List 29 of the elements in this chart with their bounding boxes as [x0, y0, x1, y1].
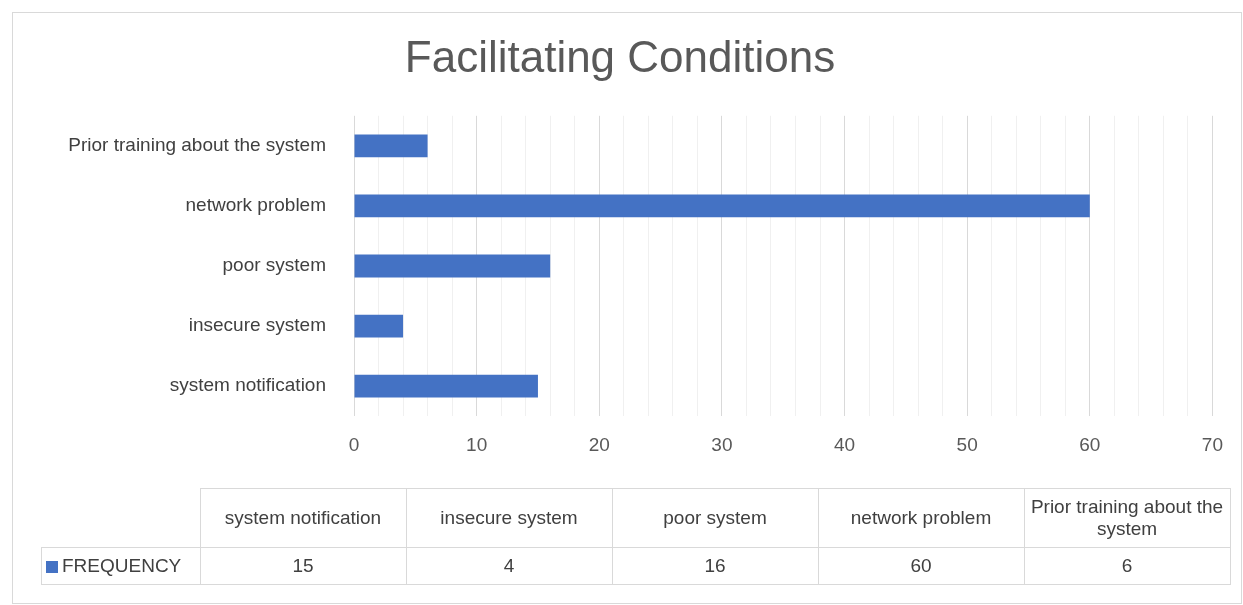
- category-label: Prior training about the system: [1024, 488, 1230, 548]
- x-tick-label: 10: [466, 433, 488, 455]
- x-tick-label: 30: [711, 433, 733, 455]
- legend-label: FREQUENCY: [41, 547, 200, 585]
- bar: [354, 134, 428, 158]
- data-label: 60: [818, 547, 1024, 585]
- y-tick-label: insecure system: [188, 314, 326, 336]
- x-tick-label: 60: [1079, 433, 1101, 455]
- bar: [354, 314, 404, 338]
- y-tick-label: network problem: [185, 194, 326, 216]
- category-label: insecure system: [406, 488, 612, 548]
- y-tick-label: poor system: [222, 254, 326, 276]
- category-label: poor system: [612, 488, 818, 548]
- chart-title: Facilitating Conditions: [404, 31, 836, 81]
- y-tick-label: system notification: [169, 374, 326, 396]
- data-label: 4: [406, 547, 612, 585]
- x-tick-label: 70: [1201, 433, 1223, 455]
- bar: [354, 194, 1090, 218]
- bar: [354, 254, 551, 278]
- y-tick-label: Prior training about the system: [68, 134, 326, 156]
- x-tick-label: 0: [348, 433, 360, 455]
- data-label: 16: [612, 547, 818, 585]
- data-label: 15: [200, 547, 406, 585]
- x-tick-label: 50: [956, 433, 978, 455]
- x-tick-label: 40: [833, 433, 856, 455]
- data-label: 6: [1024, 547, 1230, 585]
- bar: [354, 374, 538, 398]
- x-tick-label: 20: [588, 433, 610, 455]
- category-label: network problem: [818, 488, 1024, 548]
